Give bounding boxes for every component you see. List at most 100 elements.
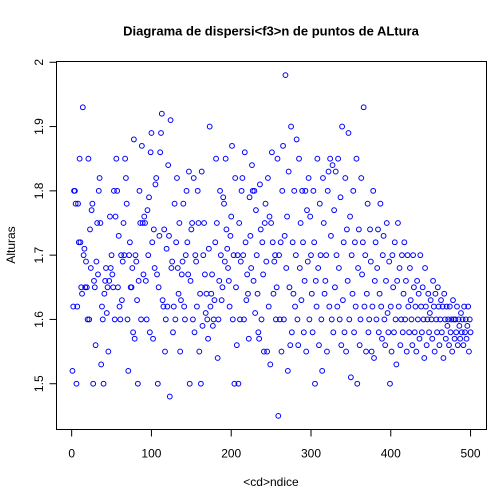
point bbox=[416, 335, 423, 342]
point bbox=[190, 175, 197, 181]
point bbox=[377, 200, 384, 207]
point bbox=[408, 316, 415, 323]
point bbox=[410, 252, 417, 259]
point bbox=[299, 187, 306, 194]
point bbox=[230, 252, 237, 259]
point bbox=[300, 329, 307, 336]
point bbox=[327, 155, 334, 162]
point bbox=[214, 355, 221, 361]
point bbox=[268, 149, 275, 156]
point bbox=[253, 207, 259, 214]
point bbox=[288, 123, 294, 130]
point bbox=[198, 168, 205, 175]
point bbox=[229, 142, 235, 149]
point bbox=[148, 130, 155, 136]
point bbox=[288, 329, 295, 336]
point bbox=[146, 194, 152, 201]
point bbox=[113, 155, 120, 162]
point bbox=[387, 303, 394, 310]
point bbox=[356, 342, 363, 349]
point bbox=[290, 290, 297, 297]
point bbox=[343, 226, 350, 233]
point bbox=[272, 316, 279, 323]
point bbox=[220, 194, 227, 201]
point bbox=[234, 252, 241, 259]
point bbox=[291, 187, 298, 194]
point bbox=[245, 290, 251, 297]
point bbox=[194, 303, 200, 310]
point bbox=[123, 175, 129, 181]
point bbox=[336, 316, 343, 323]
point bbox=[99, 316, 106, 323]
point bbox=[347, 374, 354, 381]
point bbox=[232, 175, 239, 181]
point bbox=[160, 303, 167, 310]
point bbox=[120, 220, 127, 226]
point bbox=[270, 290, 277, 297]
point bbox=[337, 194, 344, 201]
x-tick-label: 400 bbox=[381, 447, 401, 461]
point bbox=[199, 322, 206, 329]
point bbox=[170, 303, 177, 310]
point bbox=[349, 290, 356, 297]
point bbox=[204, 316, 211, 323]
point bbox=[462, 329, 468, 336]
point bbox=[150, 335, 156, 342]
point bbox=[364, 200, 371, 207]
point bbox=[87, 226, 93, 233]
point bbox=[229, 316, 236, 323]
point bbox=[387, 380, 393, 387]
point bbox=[79, 104, 86, 111]
point bbox=[83, 258, 89, 265]
point bbox=[355, 226, 362, 233]
point bbox=[237, 316, 243, 323]
point bbox=[275, 412, 282, 419]
point bbox=[258, 316, 265, 323]
point bbox=[443, 303, 450, 310]
point bbox=[265, 303, 272, 310]
point bbox=[254, 290, 261, 297]
point bbox=[303, 348, 310, 355]
point bbox=[172, 316, 179, 323]
point bbox=[165, 162, 172, 169]
point bbox=[228, 213, 235, 220]
point bbox=[257, 181, 263, 188]
point bbox=[436, 342, 443, 349]
point bbox=[421, 355, 428, 361]
point bbox=[265, 175, 271, 181]
point bbox=[402, 316, 409, 323]
point bbox=[233, 284, 239, 291]
point bbox=[134, 297, 140, 304]
point bbox=[419, 284, 426, 291]
point bbox=[417, 252, 424, 259]
point bbox=[304, 258, 311, 265]
point bbox=[187, 277, 194, 284]
point bbox=[353, 155, 360, 162]
point bbox=[170, 329, 176, 336]
point bbox=[454, 342, 461, 349]
point bbox=[439, 303, 446, 310]
point bbox=[107, 265, 114, 271]
y-tick-label: 1.5 bbox=[32, 375, 46, 392]
point bbox=[415, 290, 422, 297]
point bbox=[86, 316, 93, 323]
point bbox=[87, 265, 94, 271]
point bbox=[454, 303, 460, 310]
point bbox=[366, 316, 373, 323]
point bbox=[158, 130, 164, 136]
point bbox=[69, 367, 76, 374]
point bbox=[403, 277, 409, 284]
point bbox=[395, 220, 401, 226]
point bbox=[239, 175, 246, 181]
point bbox=[255, 329, 262, 336]
point bbox=[433, 316, 440, 323]
point bbox=[218, 297, 225, 304]
point bbox=[102, 277, 109, 284]
point bbox=[189, 220, 196, 226]
point bbox=[467, 329, 474, 336]
point bbox=[307, 213, 314, 220]
point bbox=[97, 220, 104, 226]
point bbox=[173, 239, 180, 246]
point bbox=[180, 200, 187, 207]
point bbox=[80, 252, 87, 259]
